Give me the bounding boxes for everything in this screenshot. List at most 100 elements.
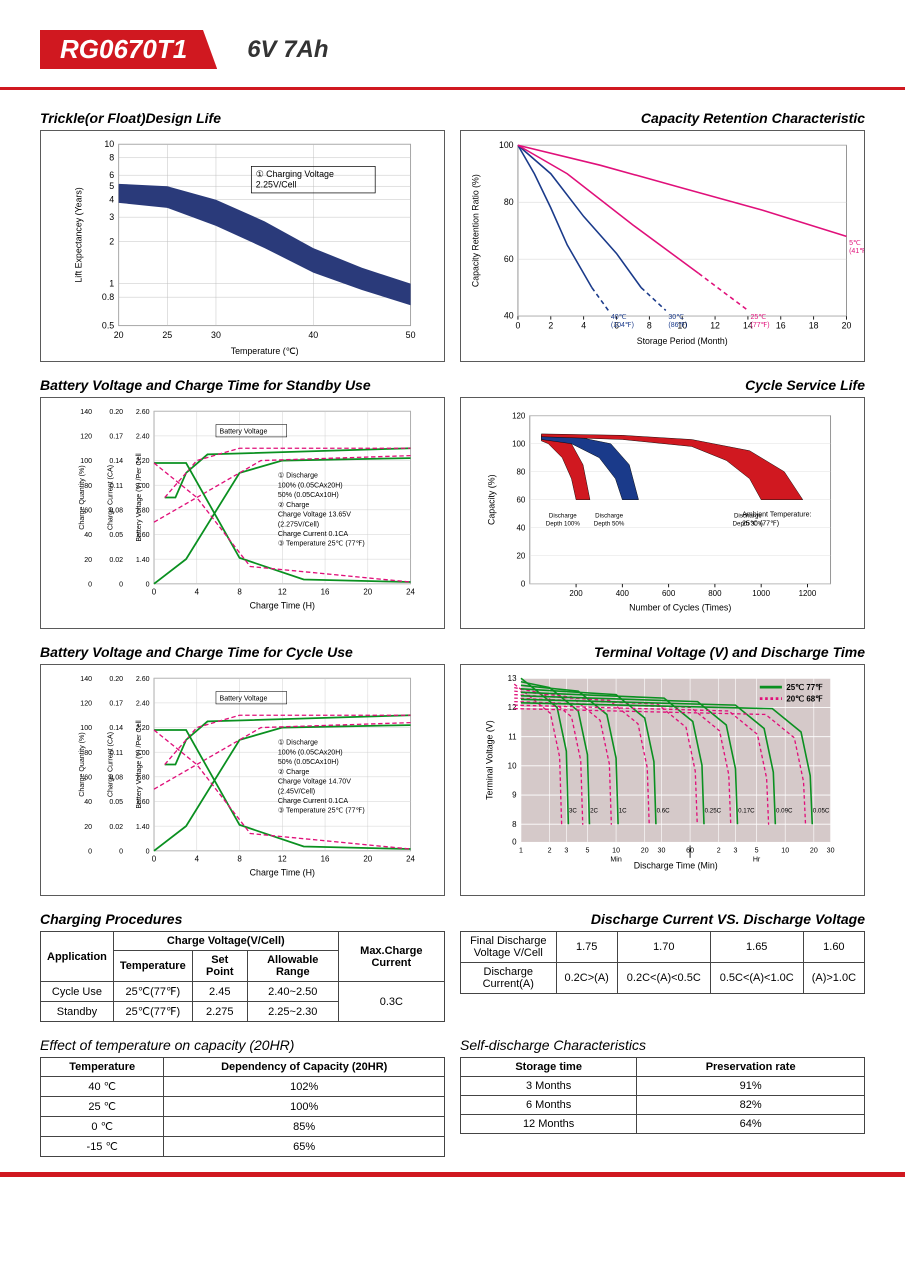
cell: 0.2C>(A) <box>556 963 617 994</box>
th-cv: Charge Voltage(V/Cell) <box>113 932 338 951</box>
svg-text:2C: 2C <box>590 808 598 815</box>
svg-text:0: 0 <box>152 854 157 863</box>
svg-text:20℃ 68℉: 20℃ 68℉ <box>786 694 823 703</box>
svg-text:5: 5 <box>755 848 759 855</box>
svg-text:40℃: 40℃ <box>611 314 627 321</box>
svg-text:2.40: 2.40 <box>136 701 150 708</box>
svg-text:0.02: 0.02 <box>109 824 123 831</box>
svg-text:0: 0 <box>516 320 521 330</box>
svg-text:Depth 50%: Depth 50% <box>594 520 625 527</box>
svg-text:0.05: 0.05 <box>109 799 123 806</box>
spec: 6V 7Ah <box>247 36 328 64</box>
svg-text:9: 9 <box>512 791 517 800</box>
svg-text:20: 20 <box>363 854 372 863</box>
svg-text:③ Temperature 25℃ (77℉): ③ Temperature 25℃ (77℉) <box>278 807 365 815</box>
svg-text:② Charge: ② Charge <box>278 501 310 509</box>
svg-text:Charge Time (H): Charge Time (H) <box>250 868 315 878</box>
svg-text:0.6C: 0.6C <box>657 808 671 815</box>
svg-text:20: 20 <box>363 587 372 596</box>
svg-text:Lift Expectancey (Years): Lift Expectancey (Years) <box>74 187 84 282</box>
svg-text:(2.45V/Cell): (2.45V/Cell) <box>278 788 315 795</box>
svg-text:30: 30 <box>658 848 666 855</box>
svg-text:1: 1 <box>109 278 114 288</box>
svg-text:Charge Quantity (%): Charge Quantity (%) <box>79 732 86 796</box>
svg-text:30℃: 30℃ <box>668 314 684 321</box>
svg-text:Charge Voltage 14.70V: Charge Voltage 14.70V <box>278 779 351 786</box>
cell: (A)>1.0C <box>803 963 864 994</box>
svg-text:Ambient Temperature:: Ambient Temperature: <box>742 512 811 519</box>
svg-text:18: 18 <box>809 320 819 330</box>
table4-title: Self-discharge Characteristics <box>460 1037 865 1053</box>
svg-text:40: 40 <box>517 523 526 532</box>
th-app: Application <box>41 932 114 982</box>
svg-text:Discharge: Discharge <box>549 512 577 519</box>
svg-text:100: 100 <box>499 140 514 150</box>
cell: 0.2C<(A)<0.5C <box>617 963 710 994</box>
svg-text:Capacity Retention Ratio (%): Capacity Retention Ratio (%) <box>471 174 481 287</box>
svg-text:Charge Voltage 13.65V: Charge Voltage 13.65V <box>278 512 351 519</box>
svg-text:12: 12 <box>278 587 287 596</box>
svg-text:0: 0 <box>146 848 150 855</box>
svg-text:30: 30 <box>827 848 835 855</box>
svg-text:0.05C: 0.05C <box>813 808 830 815</box>
svg-text:40: 40 <box>84 532 92 539</box>
cell: 2.25~2.30 <box>247 1002 338 1022</box>
svg-text:1000: 1000 <box>752 589 770 598</box>
svg-text:0.17: 0.17 <box>109 701 123 708</box>
chart6-title: Terminal Voltage (V) and Discharge Time <box>460 644 865 660</box>
charging-procedures-table: Application Charge Voltage(V/Cell) Max.C… <box>40 931 445 1022</box>
svg-text:11: 11 <box>508 732 517 741</box>
discharge-table: Final Discharge Voltage V/Cell 1.75 1.70… <box>460 931 865 994</box>
svg-text:2: 2 <box>548 320 553 330</box>
chart4-title: Cycle Service Life <box>460 377 865 393</box>
chart3-title: Battery Voltage and Charge Time for Stan… <box>40 377 445 393</box>
chart2-title: Capacity Retention Characteristic <box>460 110 865 126</box>
svg-text:25℃: 25℃ <box>751 314 767 321</box>
svg-text:1.40: 1.40 <box>136 557 150 564</box>
svg-text:10: 10 <box>508 762 517 771</box>
svg-text:20: 20 <box>810 848 818 855</box>
svg-text:24: 24 <box>406 854 415 863</box>
svg-text:(41℉): (41℉) <box>849 248 864 255</box>
svg-text:(77℉): (77℉) <box>751 322 770 329</box>
svg-text:13: 13 <box>508 674 517 683</box>
svg-text:5: 5 <box>109 181 114 191</box>
svg-text:3: 3 <box>564 848 568 855</box>
svg-text:30: 30 <box>211 330 221 340</box>
svg-text:0.17C: 0.17C <box>738 808 755 815</box>
svg-text:Charge Time (H): Charge Time (H) <box>250 601 315 611</box>
cell: Final Discharge Voltage V/Cell <box>461 932 557 963</box>
svg-text:0.8: 0.8 <box>102 292 114 302</box>
svg-text:Min: Min <box>610 856 621 863</box>
header-line <box>0 87 905 90</box>
svg-text:12: 12 <box>278 854 287 863</box>
svg-text:① Discharge: ① Discharge <box>278 739 318 747</box>
svg-text:① Discharge: ① Discharge <box>278 472 318 480</box>
cell: Standby <box>41 1002 114 1022</box>
svg-text:0.25C: 0.25C <box>705 808 722 815</box>
chart5: 01.401.601.802.002.202.402.6000.020.050.… <box>40 664 445 896</box>
cell: 2.275 <box>192 1002 247 1022</box>
svg-text:(2.275V/Cell): (2.275V/Cell) <box>278 521 319 528</box>
svg-text:2.60: 2.60 <box>136 676 150 683</box>
svg-text:Discharge: Discharge <box>595 512 623 519</box>
svg-text:Charge Current 0.1CA: Charge Current 0.1CA <box>278 531 349 538</box>
svg-text:Charge Current 0.1CA: Charge Current 0.1CA <box>278 798 349 805</box>
svg-text:16: 16 <box>321 587 330 596</box>
svg-text:Capacity (%): Capacity (%) <box>486 474 496 525</box>
svg-text:600: 600 <box>662 589 676 598</box>
svg-text:Charge Quantity (%): Charge Quantity (%) <box>79 465 86 529</box>
svg-text:2: 2 <box>717 848 721 855</box>
svg-text:2: 2 <box>548 848 552 855</box>
th-sp: Set Point <box>192 951 247 982</box>
svg-text:0.14: 0.14 <box>109 458 123 465</box>
footer-line <box>0 1172 905 1177</box>
svg-text:4: 4 <box>581 320 586 330</box>
svg-text:0: 0 <box>119 848 123 855</box>
svg-text:0.05: 0.05 <box>109 532 123 539</box>
table1-title: Charging Procedures <box>40 911 445 927</box>
svg-text:2.25V/Cell: 2.25V/Cell <box>256 180 297 190</box>
cell: 1.60 <box>803 932 864 963</box>
svg-text:100: 100 <box>512 439 526 448</box>
svg-text:40: 40 <box>308 330 318 340</box>
